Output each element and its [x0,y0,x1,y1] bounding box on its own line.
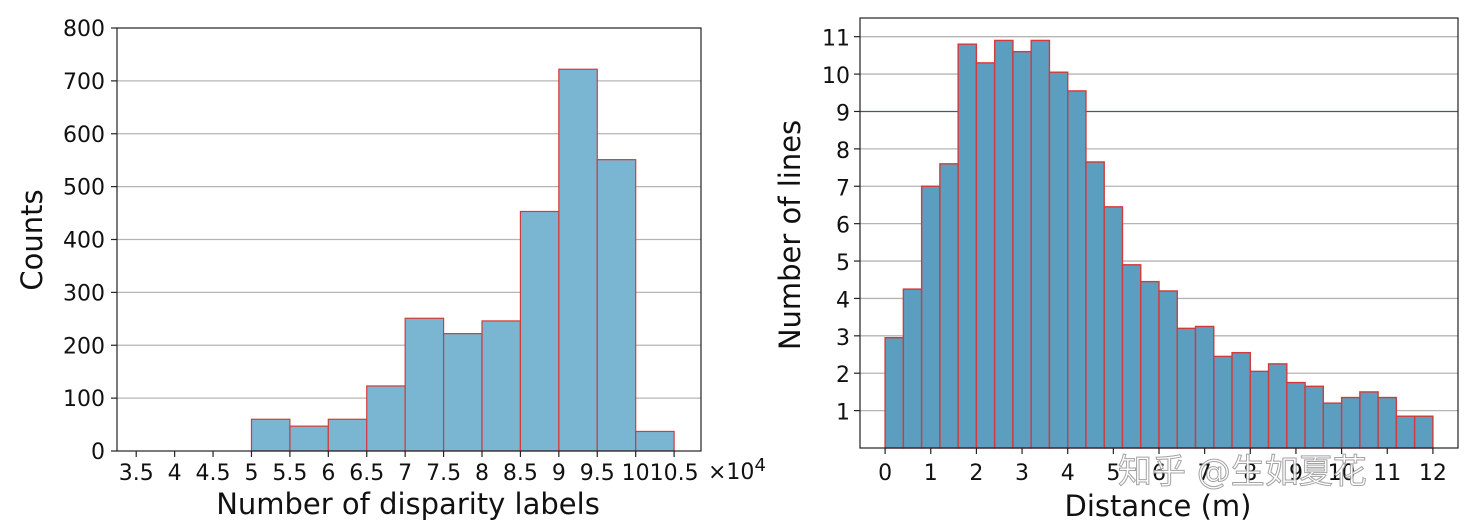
left-y-tick-label: 200 [63,334,105,359]
left-bar [558,68,598,452]
right-bar [1121,264,1142,449]
right-y-tick-label: 1 [836,401,850,426]
left-x-tick-label: 10.5 [650,461,699,486]
left-bar [289,425,329,452]
left-bar [404,317,445,452]
right-bar [1267,363,1288,449]
right-bar [1340,396,1361,449]
right-y-tick-label: 8 [836,139,850,164]
left-x-tick-label: 5.5 [272,461,307,486]
left-x-tick-label: 5 [244,461,258,486]
right-bar [1413,415,1434,449]
left-y-tick-label: 0 [91,440,105,465]
left-y-tick-label: 300 [63,281,105,306]
right-bar [1176,327,1197,449]
right-x-axis-label: Distance (m) [1065,489,1252,523]
right-bar [1359,391,1379,449]
right-bar [1048,71,1069,449]
left-y-tick-label: 600 [63,123,105,148]
right-y-tick-label: 6 [836,214,850,239]
right-bar [1377,396,1398,449]
left-y-axis-label: Counts [15,189,49,290]
left-bar [481,320,522,452]
right-x-tick-label: 9 [1289,461,1303,486]
right-bar [1322,402,1343,449]
right-x-tick-label: 11 [1373,461,1401,486]
left-bar [596,159,637,452]
left-y-tick-label: 700 [63,70,105,95]
right-x-tick-label: 0 [878,461,892,486]
left-x-tick-label: 6 [321,461,335,486]
left-x-tick-label: 4 [168,461,182,486]
right-x-tick-label: 7 [1198,461,1212,486]
right-x-tick-label: 5 [1106,461,1120,486]
right-bar [884,336,905,449]
left-x-multiplier: ×104 [708,455,766,485]
right-bar [975,62,996,449]
right-bar [993,39,1014,449]
right-y-tick-label: 5 [836,251,850,276]
right-x-tick-label: 2 [969,461,983,486]
histogram-disparity-labels: 0 100 200 300 400 500 600 700 800 3.5 4 4.5 5 5.5 6 6.5… [63,17,702,486]
left-bar [442,333,483,452]
watermark-text: 知乎 @生如夏花 [1118,452,1367,492]
left-x-tick-label: 7 [398,461,412,486]
left-bar [519,210,560,452]
right-x-tick-label: 10 [1328,461,1356,486]
right-y-tick-label: 11 [822,27,850,52]
right-y-tick-label: 7 [836,176,850,201]
left-x-tick-label: 6.5 [349,461,384,486]
right-bar [1030,39,1051,449]
right-bar [1012,50,1032,449]
right-x-tick-label: 8 [1243,461,1257,486]
right-bar [1249,370,1270,449]
left-bar [366,385,406,452]
left-bar [635,430,675,452]
right-bar [1231,351,1251,449]
right-bar [920,185,941,449]
right-x-tick-label: 12 [1419,461,1447,486]
left-y-tick-label: 100 [63,387,105,412]
right-x-tick-label: 6 [1152,461,1166,486]
right-x-tick-label: 1 [924,461,938,486]
left-bar [250,418,291,452]
right-bar [1304,385,1325,449]
right-x-tick-label: 4 [1061,461,1075,486]
right-y-tick-label: 3 [836,326,850,351]
right-bar [939,163,959,449]
right-bar [1085,161,1105,449]
right-bar [1286,381,1306,449]
right-bar [1103,206,1124,449]
left-x-tick-label: 3.5 [119,461,154,486]
left-x-tick-label: 8 [475,461,489,486]
right-bar [1194,325,1215,449]
right-bar [1067,90,1087,449]
right-y-tick-label: 10 [822,64,850,89]
left-x-tick-label: 9 [552,461,566,486]
right-bar [1213,355,1233,449]
right-x-tick-label: 3 [1015,461,1029,486]
left-x-tick-label: 8.5 [503,461,538,486]
right-bar [957,43,978,449]
left-y-tick-label: 500 [63,176,105,201]
left-y-tick-label: 800 [63,17,105,42]
right-bar [902,288,923,449]
right-y-tick-label: 2 [836,363,850,388]
right-bar [1158,290,1178,449]
right-y-tick-label: 9 [836,101,850,126]
left-x-tick-label: 10 [622,461,650,486]
left-x-tick-label: 9.5 [580,461,615,486]
left-bar [327,418,368,452]
left-x-tick-label: 7.5 [426,461,461,486]
right-bar [1395,415,1416,449]
right-bar [1140,280,1160,449]
left-x-tick-label: 4.5 [196,461,231,486]
left-x-axis-label: Number of disparity labels [216,487,600,521]
right-y-tick-label: 4 [836,288,850,313]
right-y-axis-label: Number of lines [773,120,807,350]
left-y-tick-label: 400 [63,229,105,254]
